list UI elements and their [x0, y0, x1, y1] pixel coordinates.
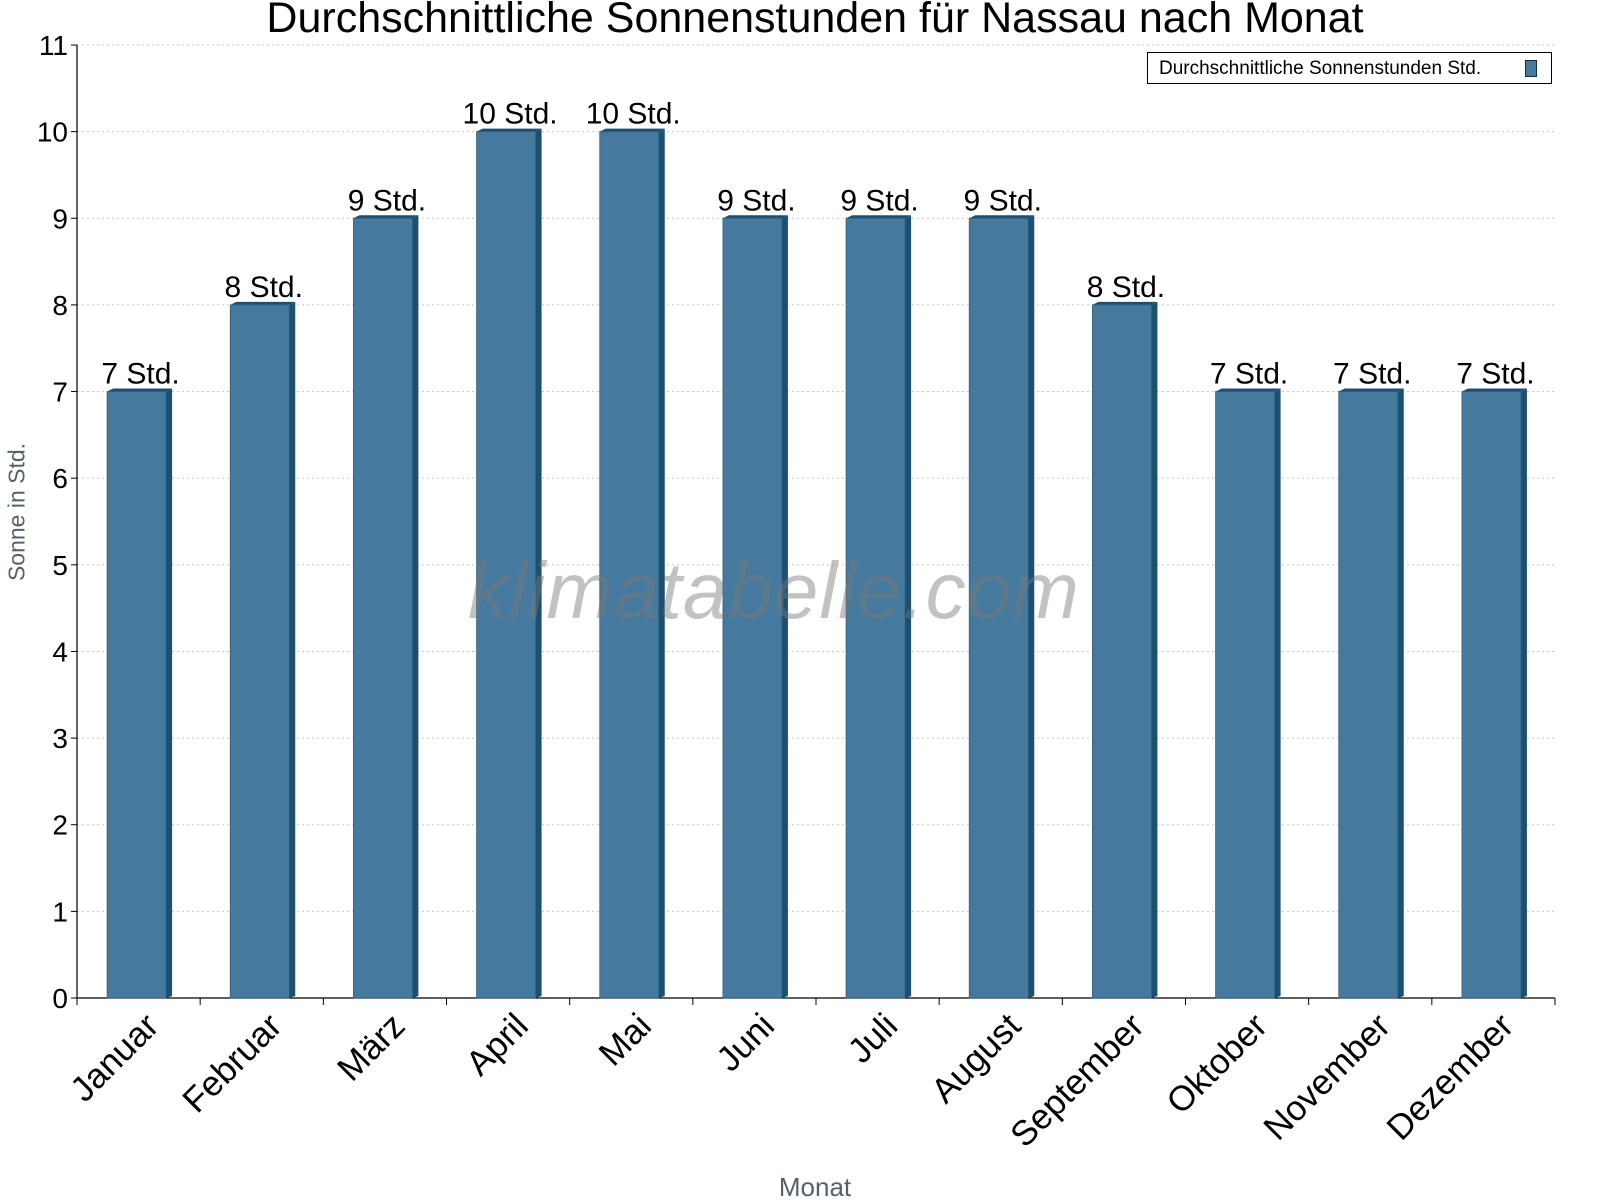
y-tick-label: 10 — [37, 117, 68, 148]
bar-side — [905, 215, 912, 999]
x-tick-label: Juli — [841, 1006, 906, 1071]
bar — [106, 391, 167, 999]
bar-side — [1397, 388, 1404, 999]
watermark: klimatabelle.com — [468, 546, 1080, 635]
bar-side — [1151, 301, 1158, 999]
bar-value-label: 9 Std. — [348, 184, 426, 217]
bar-side — [1520, 388, 1527, 999]
bar-side — [1028, 215, 1035, 999]
bar-value-label: 7 Std. — [1210, 358, 1288, 391]
bar-top — [846, 215, 912, 219]
y-tick-label: 6 — [52, 463, 68, 494]
bar — [476, 131, 536, 999]
bar-top — [722, 215, 788, 219]
x-tick-label: Mai — [591, 1006, 658, 1073]
y-axis-label: Sonne in Std. — [3, 442, 30, 582]
bar-top — [969, 215, 1035, 219]
y-tick-label: 5 — [52, 550, 68, 581]
bar-side — [535, 128, 542, 999]
bar — [1092, 304, 1152, 999]
x-tick-label: August — [924, 1006, 1029, 1111]
bar — [968, 217, 1029, 999]
bar-top — [1092, 301, 1158, 305]
y-tick-label: 9 — [52, 203, 68, 234]
bar-value-label: 9 Std. — [717, 184, 795, 217]
bar-side — [658, 128, 665, 999]
bar-value-label: 7 Std. — [1333, 358, 1411, 391]
bar-value-label: 7 Std. — [101, 358, 179, 391]
bar-side — [289, 301, 296, 999]
bar — [1461, 391, 1522, 999]
bar-value-label: 7 Std. — [1456, 358, 1534, 391]
bar-value-label: 8 Std. — [1087, 271, 1165, 304]
bar-value-label: 10 Std. — [463, 98, 558, 131]
bar-side — [412, 215, 419, 999]
bar — [599, 131, 660, 999]
bar-side — [781, 215, 788, 999]
bar-top — [230, 301, 296, 305]
bar-top — [107, 388, 173, 392]
bar-value-label: 9 Std. — [840, 184, 918, 217]
bar-value-label: 10 Std. — [586, 98, 681, 131]
y-tick-label: 1 — [52, 896, 68, 927]
legend: Durchschnittliche Sonnenstunden Std. — [1147, 52, 1552, 84]
x-axis-label: Monat — [778, 1172, 852, 1202]
x-tick-label: Juni — [709, 1006, 782, 1079]
bar-top — [353, 215, 419, 219]
chart-title: Durchschnittliche Sonnenstunden für Nass… — [266, 0, 1364, 42]
bar — [1338, 391, 1399, 999]
bar-side — [1274, 388, 1281, 999]
bar-top — [1461, 388, 1527, 392]
legend-swatch — [1525, 60, 1537, 77]
bar-side — [166, 388, 173, 999]
y-tick-label: 4 — [52, 636, 68, 667]
y-tick-label: 7 — [52, 377, 68, 408]
bar-top — [476, 128, 542, 132]
y-tick-label: 2 — [52, 810, 68, 841]
bar — [722, 217, 783, 999]
bar — [845, 217, 906, 999]
bar — [1215, 391, 1275, 999]
x-tick-label: Januar — [63, 1006, 166, 1109]
bar — [353, 217, 413, 999]
y-tick-label: 0 — [52, 983, 68, 1014]
x-tick-label: Februar — [175, 1006, 289, 1120]
x-tick-label: April — [459, 1006, 536, 1083]
x-tick-label: September — [1003, 1006, 1152, 1155]
x-tick-label: März — [330, 1006, 413, 1089]
bar-value-label: 8 Std. — [225, 271, 303, 304]
bar-top — [599, 128, 665, 132]
bar — [229, 304, 290, 999]
bar-top — [1338, 388, 1404, 392]
y-tick-label: 11 — [39, 30, 68, 61]
bar-value-label: 9 Std. — [964, 184, 1042, 217]
x-tick-label: November — [1256, 1006, 1398, 1148]
legend-entry-label: Durchschnittliche Sonnenstunden Std. — [1159, 58, 1482, 79]
y-tick-label: 3 — [52, 723, 68, 754]
x-tick-label: Dezember — [1379, 1006, 1521, 1148]
y-tick-label: 8 — [52, 290, 68, 321]
bar-top — [1215, 388, 1281, 392]
x-tick-label: Oktober — [1159, 1006, 1275, 1122]
